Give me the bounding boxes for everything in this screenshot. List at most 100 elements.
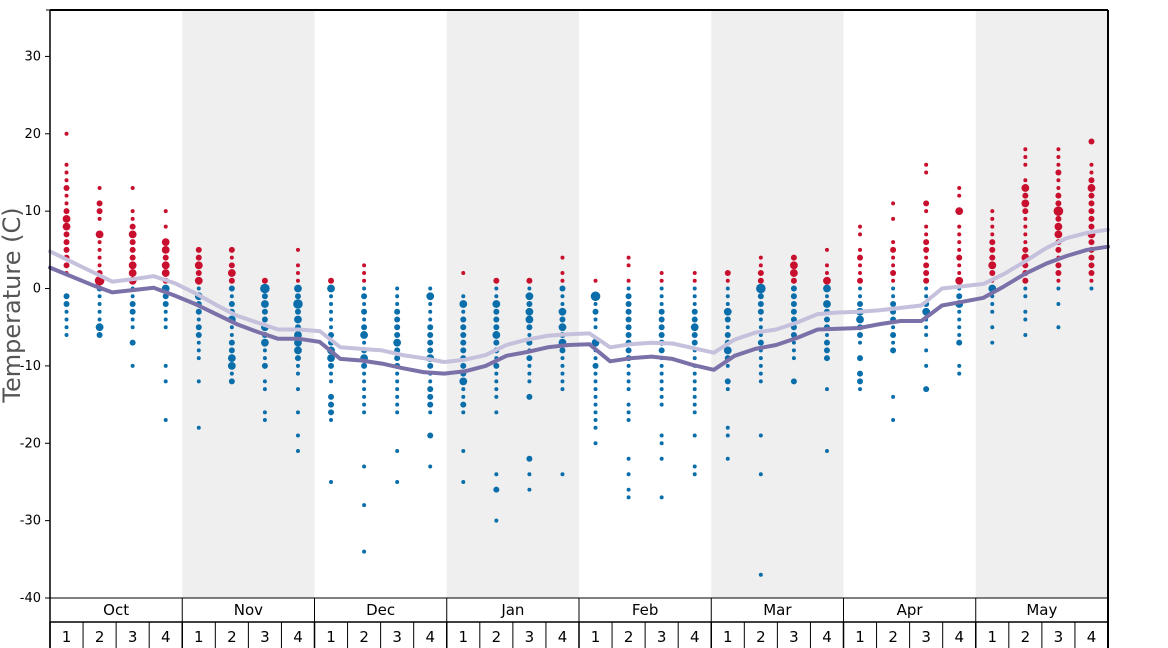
data-point: [97, 255, 102, 260]
data-point: [758, 356, 763, 361]
data-point: [823, 355, 830, 362]
data-point: [362, 278, 367, 283]
data-point: [395, 286, 400, 291]
data-point: [560, 356, 565, 361]
data-point: [161, 245, 170, 254]
data-point: [858, 263, 863, 268]
week-label: 2: [888, 628, 898, 646]
data-point: [560, 379, 565, 384]
data-point: [161, 261, 170, 270]
data-point: [1055, 169, 1062, 176]
data-point: [428, 317, 433, 322]
week-label: 1: [326, 628, 336, 646]
month-shading: [182, 10, 1108, 598]
data-point: [525, 292, 534, 301]
data-point: [461, 294, 466, 299]
data-point: [228, 277, 235, 284]
data-point: [194, 276, 203, 285]
data-point: [328, 409, 335, 416]
data-point: [924, 332, 929, 337]
data-point: [1089, 170, 1094, 175]
data-point: [196, 286, 201, 291]
data-point: [658, 331, 665, 338]
data-point: [163, 317, 168, 322]
data-point: [725, 278, 730, 283]
data-point: [1056, 162, 1061, 167]
data-point: [261, 277, 268, 284]
data-point: [923, 239, 930, 246]
data-point: [758, 472, 763, 477]
data-point: [229, 325, 234, 330]
data-point: [1054, 230, 1063, 239]
week-label: 4: [558, 628, 568, 646]
data-point: [526, 277, 533, 284]
data-point: [957, 232, 962, 237]
y-axis: 30 20 10 0 -10 -20 -30 -40: [20, 9, 50, 606]
data-point: [790, 254, 797, 261]
data-point: [461, 271, 466, 276]
data-point: [526, 324, 533, 331]
data-point: [1056, 185, 1061, 190]
data-point: [97, 240, 102, 245]
data-point: [593, 379, 598, 384]
data-point: [1089, 286, 1094, 291]
data-point: [228, 301, 235, 307]
data-point: [395, 410, 400, 415]
data-point: [725, 286, 730, 291]
data-point: [196, 340, 201, 345]
data-point: [626, 472, 631, 477]
data-point: [64, 170, 69, 175]
data-point: [395, 387, 400, 392]
data-point: [857, 378, 864, 385]
data-point: [428, 464, 433, 469]
data-point: [692, 410, 697, 415]
data-point: [97, 185, 102, 190]
data-point: [294, 346, 302, 355]
month-band-may: [975, 10, 1108, 598]
data-point: [362, 271, 367, 276]
data-point: [593, 356, 598, 361]
data-point: [227, 354, 236, 363]
data-point: [692, 394, 697, 399]
data-point: [427, 386, 434, 393]
data-point: [129, 223, 136, 230]
data-point: [659, 495, 664, 500]
data-point: [924, 232, 929, 237]
data-point: [725, 433, 730, 438]
data-point: [758, 255, 763, 260]
y-tick-label: -20: [20, 436, 41, 451]
data-point: [659, 271, 664, 276]
data-point: [691, 339, 698, 346]
data-point: [428, 302, 433, 306]
data-point: [427, 401, 434, 408]
data-point: [626, 402, 631, 407]
data-point: [1056, 286, 1061, 291]
week-label: 1: [723, 628, 733, 646]
data-point: [1023, 232, 1028, 237]
data-point: [625, 324, 632, 331]
data-point: [195, 270, 202, 277]
data-point: [891, 278, 896, 283]
data-point: [294, 293, 301, 300]
data-point: [329, 325, 334, 330]
data-point: [1088, 138, 1095, 145]
data-point: [128, 269, 137, 277]
data-point: [228, 339, 235, 346]
data-point: [626, 363, 631, 368]
data-point: [1055, 270, 1062, 277]
data-point: [990, 325, 995, 330]
data-point: [891, 286, 896, 291]
data-point: [758, 263, 763, 268]
data-point: [1055, 192, 1062, 199]
week-label: 1: [194, 628, 204, 646]
data-point: [195, 254, 202, 261]
data-point: [1056, 302, 1061, 306]
data-point: [1089, 162, 1094, 167]
data-point: [395, 379, 400, 384]
data-point: [1056, 278, 1061, 283]
data-point: [294, 315, 302, 324]
data-point: [659, 441, 664, 446]
data-point: [858, 232, 863, 237]
data-point: [461, 387, 466, 392]
month-label-jan: Jan: [500, 601, 524, 619]
